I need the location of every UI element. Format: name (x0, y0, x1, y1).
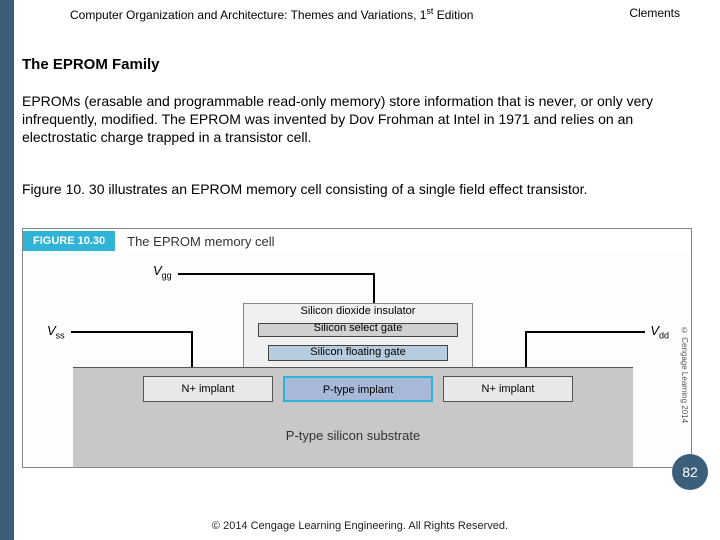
figure-header: FIGURE 10.30 The EPROM memory cell (23, 229, 691, 253)
n-implant-left: N+ implant (143, 376, 273, 402)
p-type-implant: P-type implant (283, 376, 433, 402)
wire-vgg-h (178, 273, 373, 275)
section-title: The EPROM Family (22, 56, 160, 73)
book-title: Computer Organization and Architecture: … (70, 6, 473, 22)
substrate-layer: N+ implant P-type implant N+ implant P-t… (73, 367, 633, 467)
page-number-badge: 82 (672, 454, 708, 490)
wire-vss-h (71, 331, 191, 333)
label-insulator: Silicon dioxide insulator (278, 305, 438, 317)
author-name: Clements (629, 6, 680, 22)
wire-vdd-h (525, 331, 645, 333)
label-substrate: P-type silicon substrate (73, 428, 633, 443)
label-vdd: Vdd (650, 323, 669, 341)
left-sidebar (0, 0, 14, 540)
body-paragraph-1: EPROMs (erasable and programmable read-o… (22, 92, 698, 147)
page-header: Computer Organization and Architecture: … (70, 6, 680, 22)
figure-number-tab: FIGURE 10.30 (23, 231, 115, 251)
label-vss: Vss (47, 323, 65, 341)
footer-copyright: © 2014 Cengage Learning Engineering. All… (0, 520, 720, 532)
figure-copyright-vertical: © Cengage Learning 2014 (673, 285, 689, 465)
body-paragraph-2: Figure 10. 30 illustrates an EPROM memor… (22, 180, 698, 198)
figure-10-30: FIGURE 10.30 The EPROM memory cell Vgg V… (22, 228, 692, 468)
figure-caption: The EPROM memory cell (127, 234, 274, 249)
label-vgg: Vgg (153, 263, 172, 281)
eprom-cell-diagram: Vgg Vss Vdd Silicon dioxide insulator Si… (23, 255, 691, 467)
label-floating-gate: Silicon floating gate (278, 346, 438, 358)
n-implant-right: N+ implant (443, 376, 573, 402)
label-select-gate: Silicon select gate (278, 322, 438, 334)
